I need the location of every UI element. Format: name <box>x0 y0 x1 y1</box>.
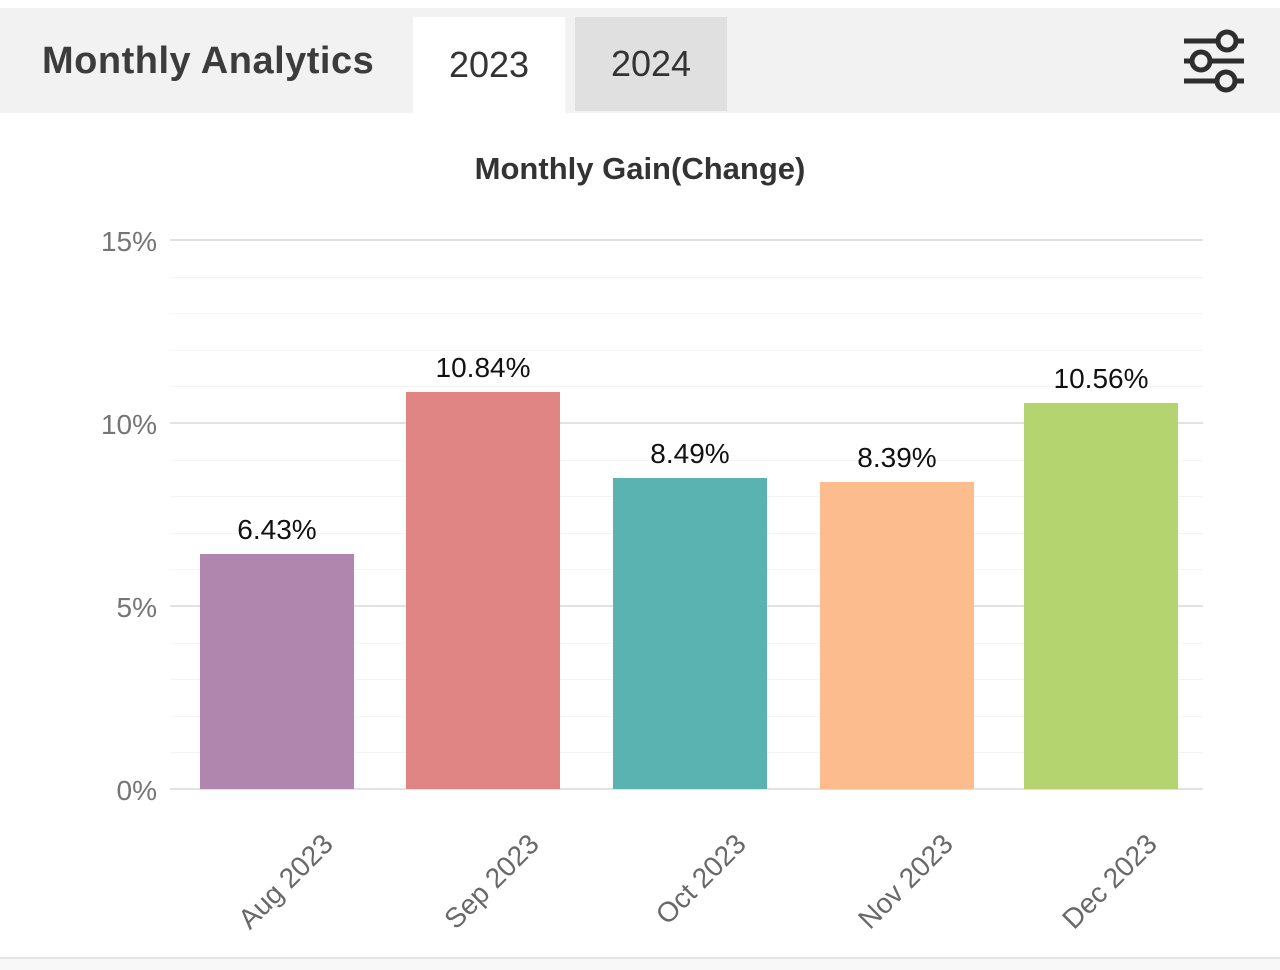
bar-value-label: 8.49% <box>650 438 730 469</box>
y-axis-tick-label: 0% <box>116 775 157 806</box>
tab-2023-label: 2023 <box>448 44 530 85</box>
tab-2024[interactable]: 2024 <box>575 17 727 111</box>
tab-2024-label: 2024 <box>610 43 692 84</box>
x-axis-label: Oct 2023 <box>649 828 752 931</box>
bar-oct-2023[interactable] <box>613 478 767 789</box>
next-panel-edge <box>0 957 1280 970</box>
tab-2023[interactable]: 2023 <box>413 17 565 113</box>
page-title: Monthly Analytics <box>42 40 375 82</box>
bar-value-label: 8.39% <box>857 442 937 473</box>
bar-dec-2023[interactable] <box>1024 403 1178 789</box>
x-axis-label: Sep 2023 <box>438 828 545 935</box>
bar-value-label: 10.56% <box>1053 363 1149 394</box>
gridline-major <box>170 422 1203 424</box>
gridline-minor <box>170 313 1203 315</box>
y-axis-tick-label: 15% <box>100 226 157 257</box>
gridline-minor <box>170 459 1203 461</box>
bar-nov-2023[interactable] <box>820 482 974 789</box>
gridline-minor <box>170 386 1203 388</box>
bar-chart: Monthly Gain(Change) 0% 5% 10% 15% 6.43% Aug … <box>0 113 1280 957</box>
bar-aug-2023[interactable] <box>200 554 354 789</box>
chart-title: Monthly Gain(Change) <box>474 151 806 186</box>
sliders-icon <box>1184 29 1244 93</box>
gridline-major <box>170 788 1203 790</box>
bar-value-label: 10.84% <box>435 352 531 383</box>
x-axis-label: Nov 2023 <box>852 828 959 935</box>
y-axis-tick-label: 10% <box>100 409 157 440</box>
bar-value-label: 6.43% <box>237 514 317 545</box>
filter-button[interactable] <box>1181 28 1247 94</box>
gridline-major <box>170 239 1203 241</box>
gridline-minor <box>170 276 1203 278</box>
gridline-minor <box>170 349 1203 351</box>
x-axis-label: Aug 2023 <box>232 828 339 935</box>
bar-sep-2023[interactable] <box>406 392 560 789</box>
x-axis-label: Dec 2023 <box>1056 828 1163 935</box>
y-axis-tick-label: 5% <box>116 592 157 623</box>
